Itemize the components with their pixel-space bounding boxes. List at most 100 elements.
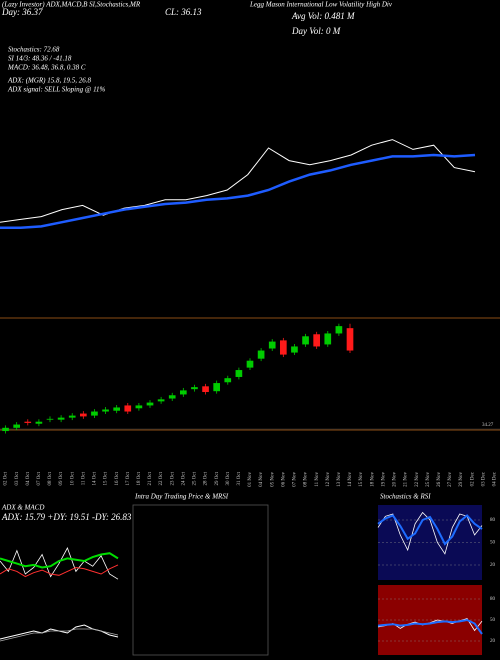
candle-body bbox=[168, 395, 176, 399]
x-tick-label: 18 Oct bbox=[137, 471, 142, 485]
x-tick-label: 04 Nov bbox=[259, 472, 264, 487]
candle-body bbox=[313, 334, 320, 347]
candle-body bbox=[113, 407, 120, 411]
candle-body bbox=[57, 417, 65, 420]
y-tick-label: 50 bbox=[490, 618, 496, 623]
adx-signal: ADX signal: SELL Sloping @ 11% bbox=[7, 86, 106, 94]
candle-body bbox=[346, 328, 354, 351]
x-tick-label: 03 Dec bbox=[481, 471, 486, 486]
candle-body bbox=[13, 424, 20, 428]
panel-title: Stochastics & RSI bbox=[380, 493, 431, 501]
candle-body bbox=[80, 413, 87, 417]
day-vol: Day Vol: 0 M bbox=[291, 26, 341, 36]
x-tick-label: 30 Oct bbox=[226, 471, 231, 485]
candle-body bbox=[24, 421, 32, 423]
candle-body bbox=[291, 346, 298, 353]
x-tick-label: 15 Nov bbox=[359, 472, 364, 487]
x-tick-label: 08 Oct bbox=[48, 471, 53, 485]
panel-subtitle: ADX: 15.79 +DY: 19.51 -DY: 26.83 bbox=[1, 512, 132, 522]
candle-body bbox=[324, 333, 332, 345]
x-tick-label: 23 Oct bbox=[170, 471, 175, 485]
candle-body bbox=[235, 370, 243, 377]
ticker-line: (Lazy Investor) ADX,MACD,B SI,Stochastic… bbox=[2, 1, 141, 9]
x-tick-label: 09 Oct bbox=[59, 471, 64, 485]
x-tick-label: 15 Oct bbox=[104, 471, 109, 485]
x-tick-label: 04 Oct bbox=[26, 471, 31, 485]
x-tick-label: 13 Nov bbox=[337, 472, 342, 487]
day-price: Day: 36.37 bbox=[1, 7, 43, 17]
si-info: SI 14/3: 48.36 / -41.18 bbox=[8, 55, 72, 63]
x-tick-label: 02 Dec bbox=[470, 471, 475, 486]
candle-body bbox=[102, 409, 109, 412]
x-tick-label: 22 Nov bbox=[415, 472, 420, 487]
candle-body bbox=[224, 378, 232, 383]
x-tick-label: 12 Nov bbox=[326, 472, 331, 487]
x-tick-label: 14 Oct bbox=[93, 471, 98, 485]
x-tick-label: 22 Oct bbox=[159, 471, 164, 485]
panel-title: ADX & MACD bbox=[1, 504, 44, 512]
candle-body bbox=[68, 415, 76, 418]
x-tick-label: 04 Dec bbox=[493, 471, 498, 486]
candle-body bbox=[46, 418, 54, 420]
candle-body bbox=[257, 350, 265, 359]
x-tick-label: 29 Nov bbox=[459, 472, 464, 487]
y-tick-label: 80 bbox=[490, 597, 496, 602]
x-tick-label: 06 Nov bbox=[281, 472, 286, 487]
candle-body bbox=[302, 336, 309, 345]
x-tick-label: 02 Oct bbox=[4, 471, 9, 485]
x-tick-label: 10 Oct bbox=[70, 471, 75, 485]
x-tick-label: 11 Nov bbox=[315, 472, 320, 487]
x-tick-label: 01 Nov bbox=[248, 472, 253, 487]
x-tick-label: 14 Nov bbox=[348, 472, 353, 487]
company: Legg Mason International Low Volatility … bbox=[249, 1, 393, 9]
candle-body bbox=[146, 402, 154, 406]
avg-vol: Avg Vol: 0.481 M bbox=[291, 11, 355, 21]
series-line bbox=[0, 552, 119, 569]
x-tick-label: 25 Nov bbox=[426, 472, 431, 487]
series-line bbox=[377, 511, 483, 555]
x-tick-label: 08 Nov bbox=[304, 472, 309, 487]
candle-body bbox=[157, 399, 165, 402]
candle-body bbox=[246, 360, 254, 368]
panel-title: Intra Day Trading Price & MRSI bbox=[134, 493, 229, 501]
candle-body bbox=[180, 390, 187, 395]
series-line bbox=[0, 628, 119, 642]
stochastics-info: Stochastics: 72.68 bbox=[8, 46, 60, 54]
x-tick-label: 17 Oct bbox=[126, 471, 131, 485]
macd-info: MACD: 36.48, 36.8, 0.38 C bbox=[7, 64, 86, 72]
adx-info: ADX: (MGR) 15.8, 19.5, 26.8 bbox=[7, 77, 92, 85]
x-tick-label: 20 Nov bbox=[393, 472, 398, 487]
x-tick-label: 24 Oct bbox=[181, 471, 186, 485]
x-tick-label: 18 Nov bbox=[370, 472, 375, 487]
x-tick-label: 28 Oct bbox=[204, 471, 209, 485]
candle-body bbox=[135, 405, 143, 409]
candle-body bbox=[124, 405, 132, 412]
x-tick-label: 25 Oct bbox=[193, 471, 198, 485]
series-line bbox=[0, 547, 119, 580]
candle-body bbox=[213, 383, 220, 392]
candle-body bbox=[335, 326, 343, 334]
x-tick-label: 29 Oct bbox=[215, 471, 220, 485]
x-tick-label: 05 Nov bbox=[270, 472, 275, 487]
series-line bbox=[0, 153, 476, 230]
series-line bbox=[377, 514, 483, 546]
y-tick-label: 50 bbox=[490, 541, 496, 546]
panel-background bbox=[132, 504, 269, 656]
candle-body bbox=[202, 386, 209, 393]
panel-background bbox=[0, 615, 118, 655]
candle-body bbox=[268, 341, 276, 349]
candle-body bbox=[35, 421, 43, 424]
x-tick-label: 11 Oct bbox=[81, 471, 86, 485]
x-tick-label: 03 Oct bbox=[15, 471, 20, 485]
close-price: CL: 36.13 bbox=[165, 7, 202, 17]
x-tick-label: 07 Nov bbox=[293, 472, 298, 487]
x-tick-label: 26 Nov bbox=[437, 472, 442, 487]
series-line bbox=[0, 564, 119, 578]
y-tick-label: 20 bbox=[490, 639, 496, 644]
y-tick-label: 80 bbox=[490, 518, 496, 523]
y-tick-label: 34.27 bbox=[482, 423, 494, 428]
x-tick-label: 16 Oct bbox=[115, 471, 120, 485]
candle-body bbox=[280, 340, 287, 355]
